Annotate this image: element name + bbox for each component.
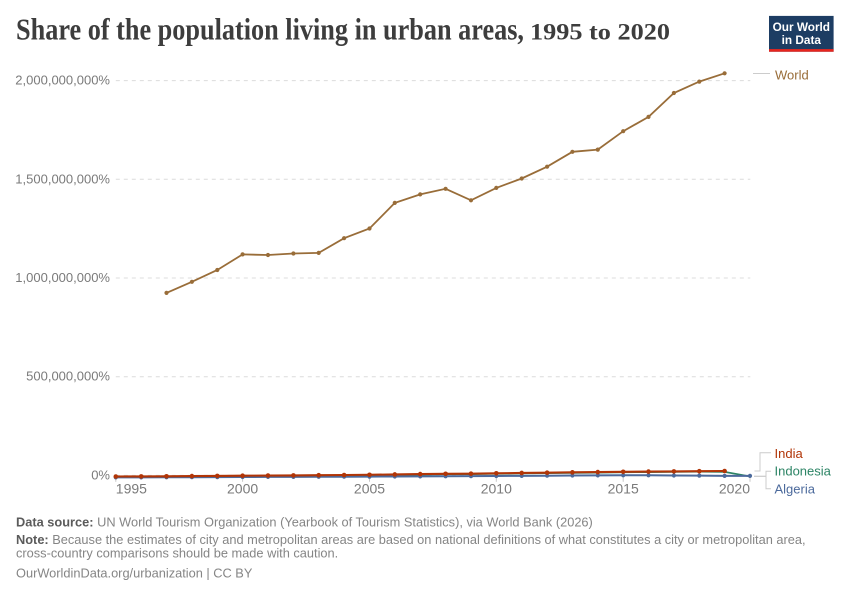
- svg-text:World: World: [775, 68, 809, 83]
- svg-text:Our World: Our World: [773, 20, 830, 34]
- svg-text:OurWorldinData.org/urbanizatio: OurWorldinData.org/urbanization | CC BY: [16, 566, 253, 581]
- svg-text:Algeria: Algeria: [775, 481, 816, 496]
- svg-text:Share of the population living: Share of the population living in urban …: [16, 12, 670, 47]
- svg-text:cross-country comparisons shou: cross-country comparisons should be made…: [16, 546, 338, 561]
- svg-text:1995: 1995: [116, 481, 147, 497]
- svg-text:Note: Because the estimates of: Note: Because the estimates of city and …: [16, 532, 806, 547]
- svg-text:2,000,000,000%: 2,000,000,000%: [15, 73, 110, 88]
- svg-text:2005: 2005: [354, 481, 385, 497]
- svg-text:2000: 2000: [227, 481, 258, 497]
- svg-text:2015: 2015: [608, 481, 639, 497]
- svg-text:500,000,000%: 500,000,000%: [26, 369, 110, 384]
- svg-text:2010: 2010: [481, 481, 512, 497]
- svg-text:2020: 2020: [719, 481, 750, 497]
- svg-text:in Data: in Data: [782, 33, 822, 47]
- svg-text:1,000,000,000%: 1,000,000,000%: [15, 270, 110, 285]
- svg-text:Data source: UN World Tourism: Data source: UN World Tourism Organizati…: [16, 514, 593, 529]
- svg-text:Indonesia: Indonesia: [775, 464, 832, 479]
- svg-text:1,500,000,000%: 1,500,000,000%: [15, 171, 110, 186]
- svg-text:India: India: [775, 446, 804, 461]
- svg-text:0%: 0%: [91, 467, 110, 482]
